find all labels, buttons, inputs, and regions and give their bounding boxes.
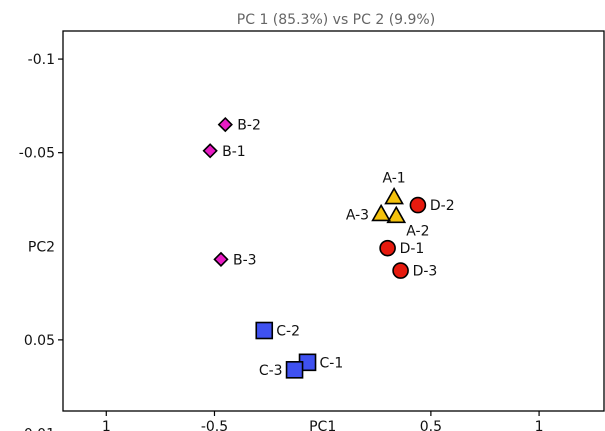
point-label-c-1: C-1: [320, 355, 344, 371]
point-a-1: [384, 186, 404, 205]
y-tick-label-1: -0.05: [19, 146, 55, 162]
y-tick-label-0: -0.1: [28, 52, 55, 68]
x-tick-label-0: 1: [102, 419, 111, 431]
point-label-a-1: A-1: [382, 171, 405, 187]
point-label-c-3: C-3: [259, 363, 283, 379]
point-d-1: [379, 239, 396, 257]
data-points: A-1 A-2 A-3 B-1 B-2 B-3 C-1 C-2 C-3 D-1 D-2 D-3: [202, 116, 455, 379]
x-tick-label-1: -0.5: [201, 419, 228, 431]
x-tick-label-3: 1: [535, 419, 544, 431]
point-d-2: [409, 196, 427, 214]
point-a-3: [371, 203, 391, 222]
y-axis-label: PC2: [28, 239, 55, 255]
point-label-d-1: D-1: [400, 241, 425, 257]
point-label-b-3: B-3: [233, 252, 257, 268]
point-a-2: [386, 205, 407, 224]
plot-area-frame: [62, 30, 605, 412]
point-label-b-1: B-1: [222, 144, 246, 160]
point-c-3: [285, 361, 304, 379]
chart-title: PC 1 (85.3%) vs PC 2 (9.9%): [237, 12, 435, 28]
x-axis-label: PC1: [309, 419, 336, 431]
point-d-3: [392, 262, 409, 279]
y-tick-label-3: 0.01: [24, 426, 55, 431]
point-b-2: [217, 116, 233, 133]
point-label-b-2: B-2: [237, 118, 261, 134]
x-axis-ticks: 1 -0.5 0.5 1: [102, 411, 544, 431]
point-b-3: [213, 251, 229, 268]
point-label-d-2: D-2: [430, 198, 455, 214]
point-label-d-3: D-3: [413, 264, 438, 280]
point-b-1: [202, 143, 218, 159]
x-tick-label-2: 0.5: [420, 419, 442, 431]
y-tick-label-2: 0.05: [24, 333, 55, 349]
point-label-a-3: A-3: [346, 207, 369, 223]
point-label-c-2: C-2: [276, 324, 300, 340]
y-axis-ticks: -0.1 -0.05 0.05 0.01: [19, 52, 63, 431]
point-c-2: [255, 321, 274, 340]
point-label-a-2: A-2: [406, 223, 429, 239]
